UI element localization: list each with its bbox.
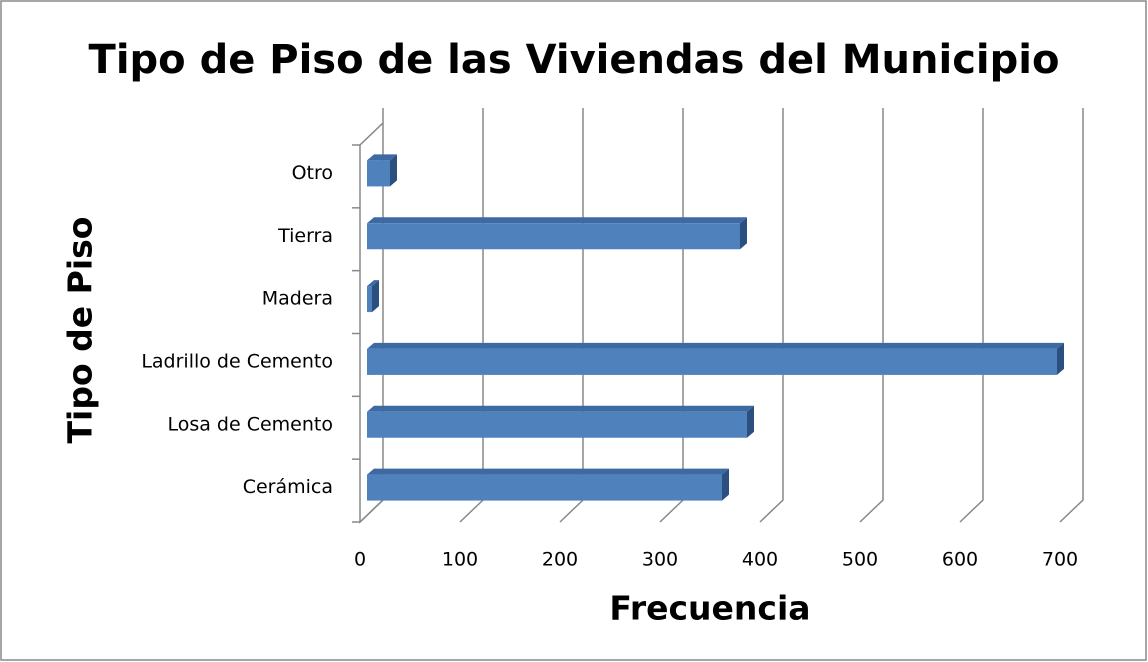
x-tick-label: 700 xyxy=(1042,549,1078,571)
bar-side xyxy=(722,468,729,501)
bar-front xyxy=(367,286,372,313)
bar xyxy=(367,217,747,250)
bar xyxy=(367,342,1064,375)
x-tick-label: 500 xyxy=(842,549,878,571)
bar-side xyxy=(390,154,397,187)
x-tick-label: 100 xyxy=(442,549,478,571)
bar xyxy=(367,405,754,438)
bar xyxy=(367,154,397,187)
bar-side xyxy=(740,217,747,250)
chart-title: Tipo de Piso de las Viviendas del Munici… xyxy=(89,37,1060,83)
y-tick-label: Cerámica xyxy=(243,476,333,498)
bar-front xyxy=(367,160,390,187)
x-tick-label: 400 xyxy=(742,549,778,571)
bar-top xyxy=(367,468,729,475)
x-tick-label: 0 xyxy=(354,549,366,571)
grid-line xyxy=(959,108,984,523)
bar-front xyxy=(367,411,747,438)
x-tick-label: 200 xyxy=(542,549,578,571)
bar-top xyxy=(367,217,747,224)
x-axis-label: Frecuencia xyxy=(609,589,810,628)
y-tick-label: Losa de Cemento xyxy=(167,413,333,435)
grid-line xyxy=(759,108,784,523)
bar xyxy=(367,468,729,501)
x-tick-label: 600 xyxy=(942,549,978,571)
bar-side xyxy=(747,405,754,438)
bar-front xyxy=(367,348,1057,375)
bar-top xyxy=(367,280,379,287)
x-tick-label: 300 xyxy=(642,549,678,571)
bar-top xyxy=(367,154,397,161)
y-tick-label: Ladrillo de Cemento xyxy=(141,350,333,372)
bar-top xyxy=(367,342,1064,349)
y-axis-label: Tipo de Piso xyxy=(61,217,100,444)
y-tick-label: Otro xyxy=(292,162,333,184)
bar-front xyxy=(367,474,722,501)
bar-side xyxy=(372,280,379,313)
y-tick-label: Madera xyxy=(262,288,333,310)
bar-side xyxy=(1057,342,1064,375)
grid-line xyxy=(1059,108,1084,523)
bar xyxy=(367,280,379,313)
bar-front xyxy=(367,223,740,250)
grid-line xyxy=(859,108,884,523)
y-tick-label: Tierra xyxy=(277,225,333,247)
bar-top xyxy=(367,405,754,412)
